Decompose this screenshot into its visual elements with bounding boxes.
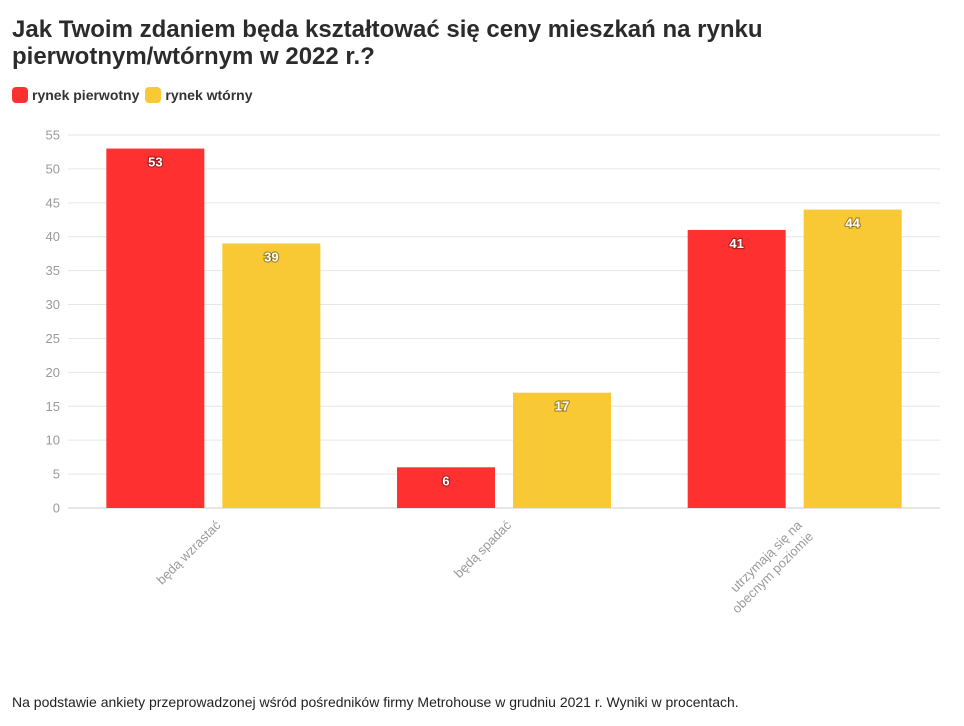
y-tick-label: 25 xyxy=(46,331,60,346)
x-tick-label: utrzymają się naobecnym poziomie xyxy=(718,517,817,616)
y-tick-label: 50 xyxy=(46,161,60,176)
bar-primary xyxy=(687,229,786,508)
bar-primary xyxy=(106,148,205,508)
data-label: 39 xyxy=(264,250,278,265)
y-tick-label: 15 xyxy=(46,399,60,414)
legend-swatch-secondary xyxy=(145,87,162,103)
legend-swatch-primary xyxy=(12,87,28,103)
y-tick-label: 20 xyxy=(46,365,60,380)
y-tick-label: 5 xyxy=(53,467,60,482)
footnote: Na podstawie ankiety przeprowadzonej wśr… xyxy=(12,694,739,710)
chart-title: Jak Twoim zdaniem będa kształtować się c… xyxy=(12,16,763,70)
y-tick-label: 0 xyxy=(53,501,60,516)
data-label: 6 xyxy=(442,473,449,488)
y-tick-label: 45 xyxy=(46,195,60,210)
x-tick-label: będą wzrastać xyxy=(154,517,224,587)
data-label: 53 xyxy=(148,155,162,170)
bar-secondary xyxy=(513,392,611,508)
bar-secondary xyxy=(803,209,902,508)
data-label: 41 xyxy=(729,236,743,251)
legend-label-primary: rynek pierwotny xyxy=(32,87,140,103)
bar-primary xyxy=(397,467,495,508)
x-tick-label: będą spadać xyxy=(451,517,515,581)
bar-chart: 0 5 10 15 20 25 30 35 40 45 50 55 53 39 będą wzrastać 6… xyxy=(46,128,940,616)
data-label: 17 xyxy=(555,399,569,414)
y-tick-label: 30 xyxy=(46,297,60,312)
legend-label-secondary: rynek wtórny xyxy=(165,87,253,103)
legend-item-secondary[interactable]: rynek wtórny xyxy=(145,87,253,103)
y-tick-label: 35 xyxy=(46,263,60,278)
y-tick-label: 55 xyxy=(46,128,60,143)
bar-secondary xyxy=(222,243,321,508)
legend-item-primary[interactable]: rynek pierwotny xyxy=(12,87,139,103)
y-tick-label: 40 xyxy=(46,229,60,244)
data-label: 44 xyxy=(845,216,860,231)
y-tick-label: 10 xyxy=(46,433,60,448)
legend: rynek pierwotny rynek wtórny xyxy=(12,87,259,103)
